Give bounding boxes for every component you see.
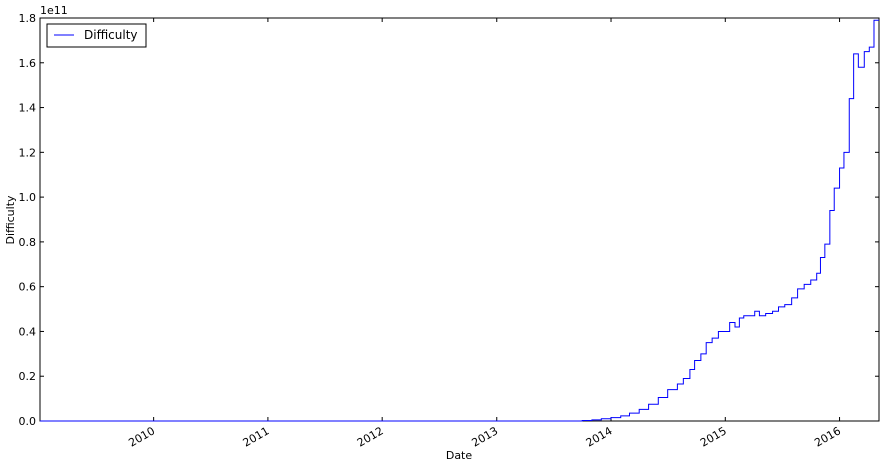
x-tick-label: 2010 bbox=[126, 424, 157, 449]
y-tick-label: 0.0 bbox=[19, 415, 37, 428]
y-tick-label: 1.8 bbox=[19, 12, 37, 25]
y-tick-label: 0.4 bbox=[19, 325, 37, 338]
x-tick-label: 2014 bbox=[584, 424, 615, 449]
x-tick-label: 2015 bbox=[698, 424, 729, 449]
y-tick-label: 0.6 bbox=[19, 281, 37, 294]
plot-area bbox=[39, 17, 880, 422]
x-tick-label: 2016 bbox=[812, 424, 843, 449]
x-tick-label: 2012 bbox=[355, 424, 386, 449]
x-tick-label: 2011 bbox=[241, 424, 272, 449]
legend: Difficulty bbox=[46, 23, 147, 48]
y-tick-label: 1.4 bbox=[19, 102, 37, 115]
x-axis-label: Date bbox=[446, 449, 473, 462]
y-tick-label: 0.2 bbox=[19, 370, 37, 383]
series-layer bbox=[40, 19, 879, 422]
y-tick-label: 1.2 bbox=[19, 146, 37, 159]
y-axis-label: Difficulty bbox=[4, 195, 17, 245]
series-line-difficulty bbox=[40, 19, 879, 422]
legend-box bbox=[46, 23, 147, 48]
y-tick-label: 0.8 bbox=[19, 236, 37, 249]
legend-label-difficulty: Difficulty bbox=[84, 28, 138, 42]
x-tick-label: 2013 bbox=[470, 424, 501, 449]
y-tick-label: 1.6 bbox=[19, 57, 37, 70]
y-tick-label: 1.0 bbox=[19, 191, 37, 204]
y-offset-text: 1e11 bbox=[40, 4, 68, 17]
y-axis: 0.0 0.2 0.4 0.6 0.8 1.0 1.2 1.4 1.6 1.8 bbox=[19, 12, 879, 428]
